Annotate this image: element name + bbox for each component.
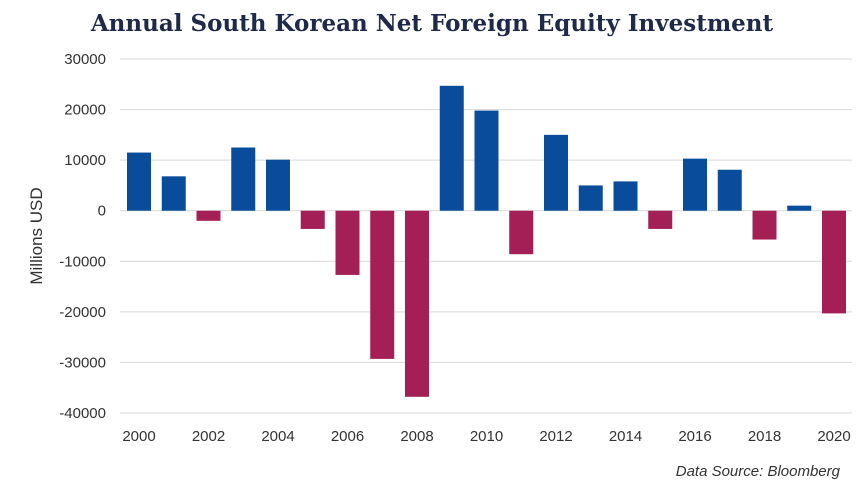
x-tick-label: 2002 (192, 428, 225, 445)
bar-2001 (161, 176, 186, 211)
bar-2003 (231, 147, 256, 211)
x-tick-label: 2016 (678, 428, 711, 445)
x-tick-label: 2010 (470, 428, 503, 445)
bar-2004 (266, 159, 290, 211)
bar-2013 (578, 185, 603, 211)
y-tick-label: -10000 (59, 253, 106, 270)
y-tick-label: 20000 (64, 102, 106, 119)
x-tick-label: 2018 (748, 428, 781, 445)
bar-2007 (370, 210, 395, 359)
bars (127, 85, 846, 397)
bar-2010 (474, 110, 499, 211)
x-tick-label: 2020 (817, 428, 850, 445)
y-tick-label: 0 (98, 203, 106, 220)
bar-2017 (717, 169, 742, 211)
x-tick-label: 2008 (400, 428, 433, 445)
x-tick-label: 2014 (609, 428, 642, 445)
y-tick-label: -40000 (59, 405, 106, 422)
bar-2000 (127, 152, 151, 211)
bar-2018 (752, 210, 777, 240)
y-tick-label: -20000 (59, 304, 106, 321)
y-tick-label: 30000 (64, 51, 106, 68)
bar-2020 (822, 210, 846, 314)
bar-2006 (335, 210, 360, 275)
bar-2012 (544, 134, 568, 211)
x-axis-ticks: 2000 2002 2004 2006 2008 2010 2012 2014 2016 2018… (122, 428, 850, 445)
y-axis-label: Millions USD (27, 187, 46, 284)
bar-2009 (439, 85, 464, 211)
x-tick-label: 2004 (261, 428, 294, 445)
bar-2002 (196, 210, 221, 221)
bar-2011 (509, 210, 534, 255)
bar-2015 (648, 210, 673, 229)
bar-2014 (613, 181, 638, 211)
x-tick-label: 2012 (539, 428, 572, 445)
chart-title: Annual South Korean Net Foreign Equity I… (90, 10, 774, 37)
data-source-note: Data Source: Bloomberg (675, 463, 840, 480)
y-tick-label: 10000 (64, 152, 106, 169)
bar-2008 (405, 210, 429, 397)
bar-2019 (787, 205, 812, 211)
bar-2016 (683, 158, 707, 211)
y-tick-label: -30000 (59, 354, 106, 371)
x-tick-label: 2006 (331, 428, 364, 445)
y-axis-ticks: 30000 20000 10000 0 -10000 -20000 -30000 -40000 (59, 51, 106, 422)
x-tick-label: 2000 (122, 428, 155, 445)
bar-2005 (300, 210, 325, 229)
